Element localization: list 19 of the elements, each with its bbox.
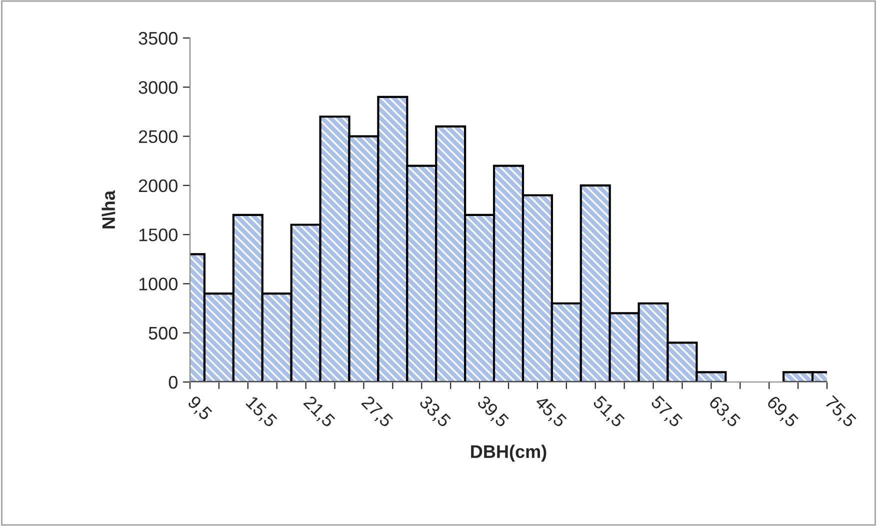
y-tick-label: 2000 [138,179,178,192]
x-tick-label: 15,5 [244,396,278,430]
y-tick-label: 2500 [138,130,178,144]
y-tick-label: 0 [168,376,178,389]
x-tick-label: 33,5 [417,394,452,430]
y-tick-label: 500 [148,326,178,340]
y-tick-label: 1000 [139,278,178,290]
x-tick-label: 69,5 [764,395,800,430]
y-tick-label: 3500 [138,32,178,45]
x-tick-label: 45,5 [532,394,568,430]
x-tick-label: 39,5 [475,394,510,430]
x-tick-label: 63,5 [706,395,742,430]
x-axis-title: DBH(cm) [471,444,546,462]
y-tick-label: 3000 [138,81,178,94]
y-axis-title: N\ha [102,190,116,228]
y-tick-label: 1500 [139,228,178,242]
x-tick-label: 21,5 [302,395,336,430]
x-tick-label: 9,5 [186,395,213,422]
x-tick-label: 27,5 [359,395,394,430]
